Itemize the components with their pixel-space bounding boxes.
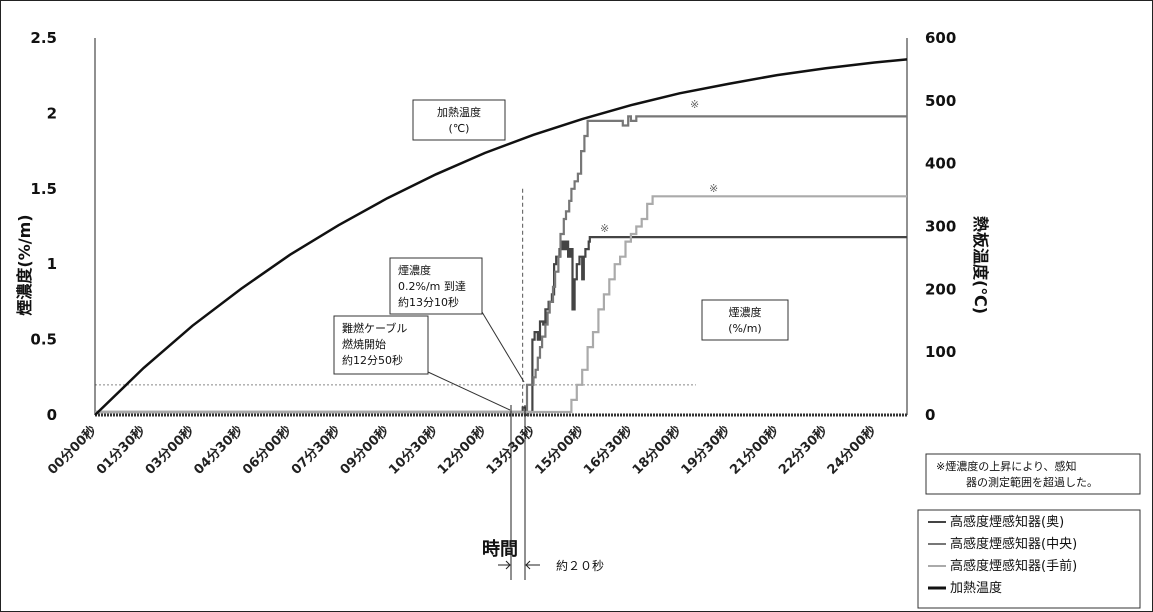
y-left-tick-label: 2 (47, 104, 57, 122)
legend-label: 高感度煙感知器(中央) (950, 536, 1077, 552)
y-axis-left-ticks: 0 0.5 1 1.5 2 2.5 (30, 29, 57, 424)
y-left-tick-label: 0.5 (30, 331, 57, 349)
y-axis-left-label: 煙濃度(%/m) (15, 214, 34, 315)
series-line-3 (94, 58, 908, 416)
annotation-smoke-line2: (%/m) (728, 322, 761, 335)
y-left-tick-label: 1.5 (30, 180, 57, 198)
y-right-tick-label: 0 (925, 406, 935, 424)
star-marker-center: ※ (600, 222, 609, 235)
annotation-smoke-density: 煙濃度 (%/m) (701, 299, 789, 341)
legend-label: 加熱温度 (950, 580, 1002, 596)
series-line-0 (95, 236, 907, 417)
legend-label: 高感度煙感知器(奥) (950, 514, 1064, 530)
y-right-tick-label: 400 (925, 155, 956, 173)
x-tick-label: 19分30秒 (678, 423, 733, 478)
annotation-smoke-line1: 煙濃度 (729, 305, 762, 319)
y-right-tick-label: 100 (925, 343, 956, 361)
annotation-heating-line2: (℃) (449, 122, 470, 135)
legend-label: 高感度煙感知器(手前) (950, 558, 1077, 574)
plot-area (95, 38, 907, 415)
series-line-1 (95, 115, 907, 414)
annotation-threshold-reach: 煙濃度 0.2%/m 到達 約13分10秒 (389, 257, 525, 383)
y-right-tick-label: 600 (925, 29, 956, 47)
x-tick-label: 18分00秒 (629, 423, 684, 478)
x-tick-label: 12分00秒 (434, 423, 489, 478)
annotation-ignition-line1: 難燃ケーブル (342, 321, 407, 335)
x-tick-label: 07分30秒 (288, 423, 343, 478)
annotation-reach-line1: 煙濃度 (398, 263, 431, 277)
star-marker-front: ※ (709, 182, 718, 195)
annotation-reach-line3: 約13分10秒 (398, 295, 459, 309)
y-axis-right-label: 熱板温度(℃) (971, 216, 990, 314)
x-tick-label: 03分00秒 (142, 423, 197, 478)
x-tick-label: 09分00秒 (337, 423, 392, 478)
interval-indicator: 約２０秒 (498, 405, 604, 580)
y-left-tick-label: 2.5 (30, 29, 57, 47)
x-tick-label: 24分00秒 (824, 423, 879, 478)
x-axis-label: 時間 (482, 539, 518, 560)
y-axis-right-ticks: 0 100 200 300 400 500 600 (925, 29, 956, 424)
y-right-tick-label: 200 (925, 280, 956, 298)
axes (94, 38, 908, 417)
x-tick-label: 06分00秒 (239, 423, 294, 478)
x-axis-ticks: 00分00秒01分30秒03分00秒04分30秒06分00秒07分30秒09分0… (45, 423, 880, 478)
x-tick-label: 01分30秒 (93, 423, 148, 478)
interval-label: 約２０秒 (556, 558, 604, 573)
y-right-tick-label: 300 (925, 218, 956, 236)
y-left-tick-label: 0 (47, 406, 57, 424)
annotation-ignition: 難燃ケーブル 燃焼開始 約12分50秒 (333, 315, 511, 411)
note-line2: 器の測定範囲を超過した。 (966, 475, 1098, 489)
annotation-heating-temperature: 加熱温度 (℃) (412, 99, 506, 141)
y-right-tick-label: 500 (925, 92, 956, 110)
y-left-tick-label: 1 (47, 255, 57, 273)
x-tick-label: 00分00秒 (45, 423, 100, 478)
x-tick-label: 22分30秒 (775, 423, 830, 478)
x-tick-label: 16分30秒 (580, 423, 635, 478)
x-tick-label: 15分00秒 (532, 423, 587, 478)
annotation-ignition-line2: 燃焼開始 (342, 337, 386, 351)
annotation-ignition-line3: 約12分50秒 (342, 353, 403, 367)
grid (95, 188, 696, 415)
series-line-2 (95, 195, 907, 414)
annotation-reach-line2: 0.2%/m 到達 (398, 280, 466, 293)
overflow-note: ※煙濃度の上昇により、感知 器の測定範囲を超過した。 (925, 453, 1141, 495)
x-tick-label: 21分00秒 (727, 423, 782, 478)
x-tick-label: 10分30秒 (386, 423, 441, 478)
series-lines (94, 58, 908, 417)
legend: 高感度煙感知器(奥) 高感度煙感知器(中央) 高感度煙感知器(手前) 加熱温度 (917, 509, 1141, 609)
annotation-heating-line1: 加熱温度 (437, 105, 481, 119)
x-tick-label: 04分30秒 (191, 423, 246, 478)
note-line1: ※煙濃度の上昇により、感知 (936, 459, 1077, 473)
star-marker-back: ※ (690, 98, 699, 111)
